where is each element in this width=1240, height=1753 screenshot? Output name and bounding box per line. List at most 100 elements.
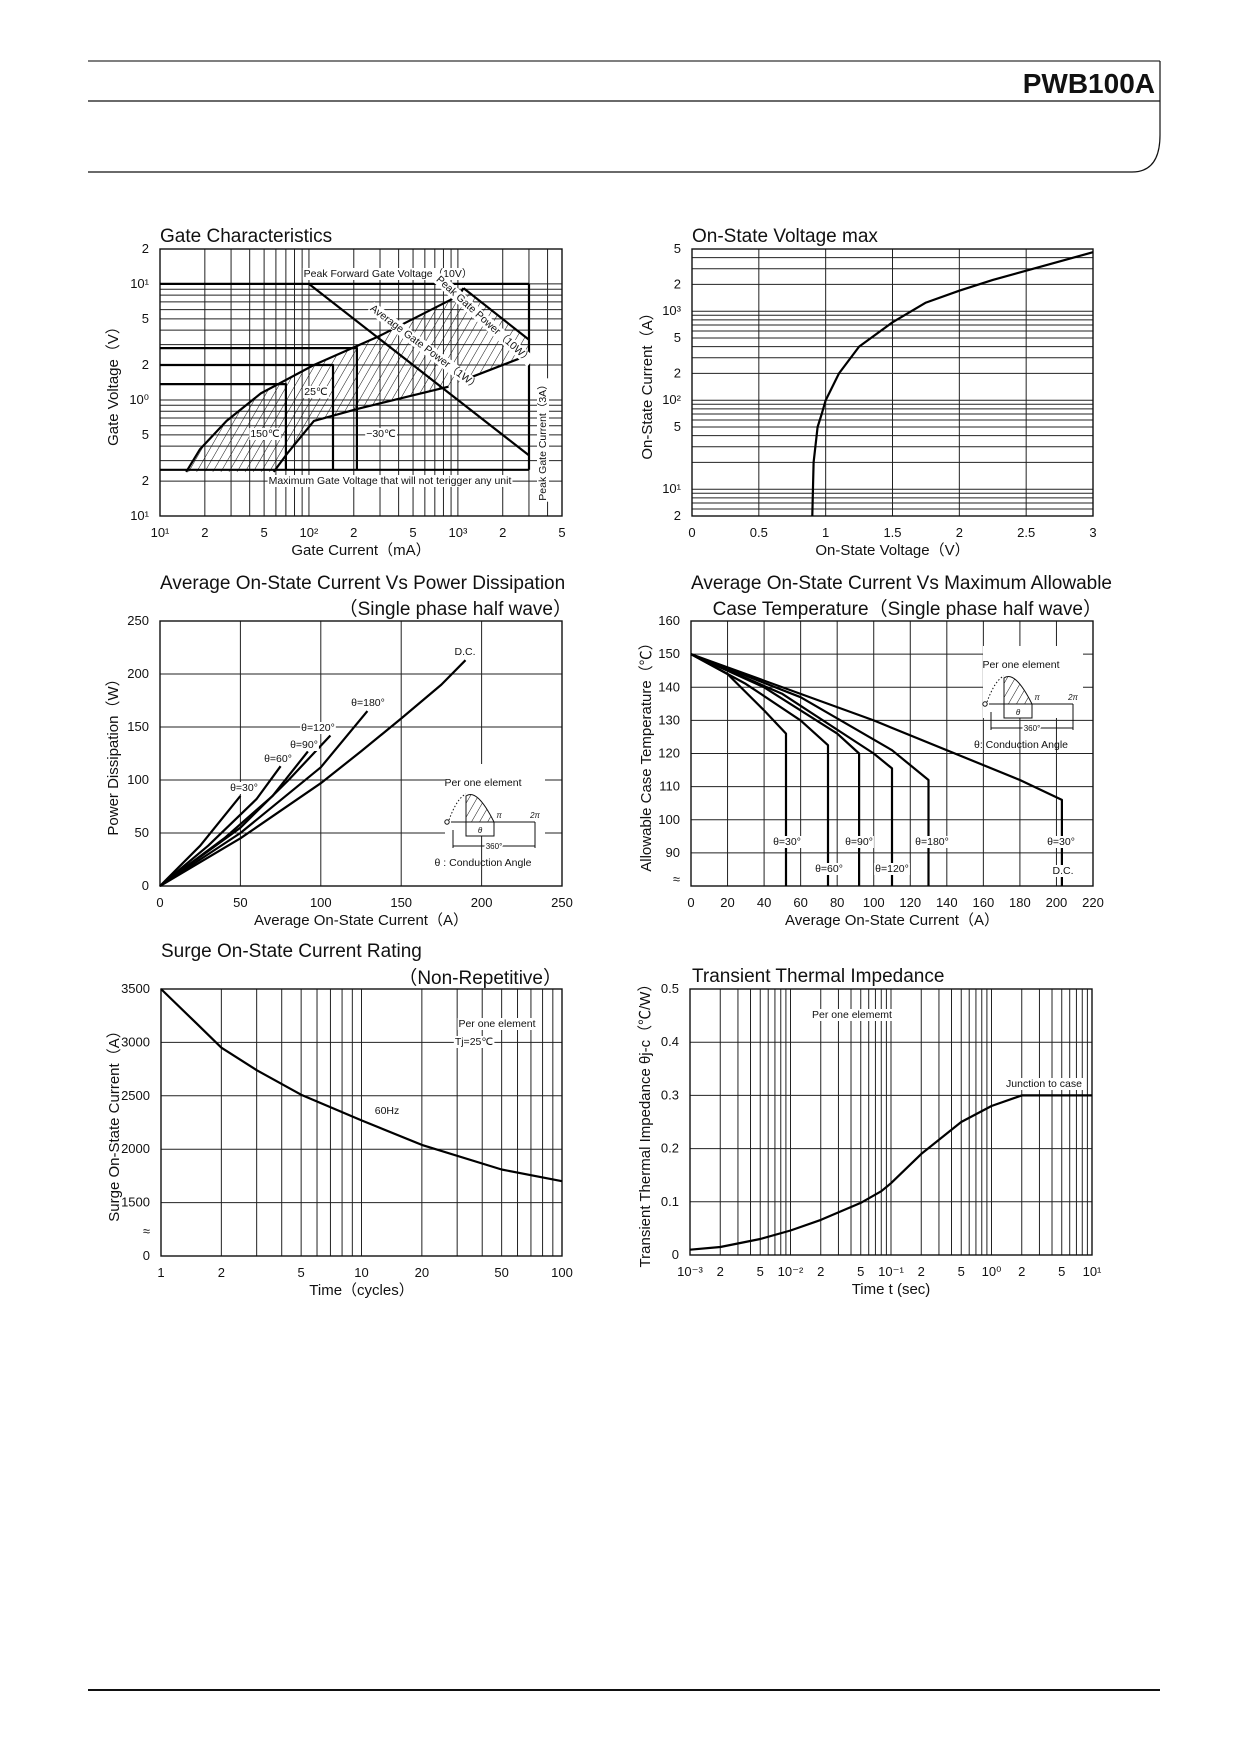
annotation-bg (453, 646, 477, 658)
y-tick-label: 2 (674, 365, 681, 380)
annotation-bg (1051, 865, 1075, 877)
y-tick-label: 0 (143, 1248, 150, 1263)
conduction-angle-label: θ: Conduction Angle (974, 739, 1068, 751)
series-minus-30c-limit (160, 347, 358, 470)
x-tick-label: 20 (415, 1265, 429, 1280)
annotation-bg (874, 863, 910, 875)
y-tick-label: 2 (142, 473, 149, 488)
y-tick-label: 0.5 (661, 981, 679, 996)
y-tick-label: 0.3 (661, 1087, 679, 1102)
annotation-label: 150℃ (250, 428, 280, 440)
y-tick-label: 140 (658, 679, 680, 694)
inset-title: Per one element (444, 777, 521, 789)
series-theta-180 (690, 653, 930, 886)
x-tick-label: 40 (757, 895, 771, 910)
plot-frame (689, 988, 1093, 1256)
annotation-label: θ=90° (290, 739, 318, 751)
x-tick-label: 0 (156, 895, 163, 910)
annotation-label: θ=120° (301, 722, 335, 734)
x-tick-label: 10⁻² (778, 1264, 804, 1279)
x-tick-label: 60 (793, 895, 807, 910)
y-tick-label: ≈ (143, 1223, 150, 1238)
y-tick-label: 2 (142, 357, 149, 372)
y-tick-label: 5 (142, 311, 149, 326)
y-axis-label: On-State Current（A） (639, 305, 656, 459)
annotation-bg (300, 722, 336, 734)
y-tick-label: 3000 (121, 1034, 150, 1049)
annotation-bg (267, 475, 513, 487)
pi-label: π (496, 811, 502, 820)
part-number: PWB100A (1023, 68, 1155, 99)
sine-dotted (448, 793, 467, 821)
annotation-label: 25℃ (304, 386, 328, 398)
series-peak-gate-power (462, 287, 530, 341)
theta-label: θ (478, 826, 483, 835)
annotation-label: θ=60° (264, 753, 292, 765)
series-dc (690, 653, 1064, 886)
annotation-bg (350, 697, 386, 709)
annotation-bg (457, 1018, 537, 1030)
x-tick-label: 100 (551, 1265, 573, 1280)
annotation-bg (249, 428, 281, 440)
annotation-label: θ=180° (915, 836, 949, 848)
annotation-bg (1046, 836, 1076, 848)
chart-5: Surge On-State Current Rating （Non-Repeti… (106, 941, 573, 1299)
annotation-bg (302, 268, 474, 280)
x-tick-label: 10 (354, 1265, 368, 1280)
y-tick-label: 3500 (121, 981, 150, 996)
y-tick-label: 2000 (121, 1141, 150, 1156)
x-tick-label: 3 (1089, 525, 1096, 540)
x-tick-label: 20 (720, 895, 734, 910)
chart-title: Gate Characteristics (160, 226, 332, 247)
y-tick-label: ≈ (673, 871, 680, 886)
annotation-label: D.C. (455, 646, 476, 658)
y-axis-label: Transient Thermal Impedance θj-c（℃/W） (637, 977, 654, 1268)
plot-frame (160, 988, 563, 1257)
y-axis-label: Allowable Case Temperature（℃） (638, 635, 655, 872)
x-tick-label: 5 (260, 525, 267, 540)
y-tick-label: 10³ (662, 303, 681, 318)
series-150c-limit (160, 383, 287, 470)
annotation-label: θ=30° (773, 836, 801, 848)
chart-title: On-State Voltage max (692, 226, 878, 247)
x-tick-label: 10⁻¹ (878, 1264, 904, 1279)
charts: Gate Characteristics 10¹ 2 5 10² 2 5 10³ 2 5 2 10¹ 5… (105, 226, 1112, 1299)
x-axis-label: Average On-State Current（A） (785, 912, 999, 929)
annotation-bg (814, 863, 844, 875)
x-axis-label: Time（cycles） (309, 1282, 413, 1299)
y-tick-label: 2 (142, 241, 149, 256)
y-axis-label: Power Dissipation（W） (105, 671, 122, 835)
annotation-label: Per one elememt (812, 1009, 892, 1021)
chart-1: Gate Characteristics 10¹ 2 5 10² 2 5 10³ 2 5 2 10¹ 5… (105, 226, 566, 559)
x-tick-label: 2 (218, 1265, 225, 1280)
annotation-bg (303, 386, 329, 398)
annotation-label: Peak Forward Gate Voltage（10V） (304, 268, 473, 280)
y-tick-label: 0.1 (661, 1194, 679, 1209)
y-tick-label: 50 (135, 825, 149, 840)
annotation-bg (811, 1009, 894, 1021)
series-theta-30 (159, 795, 242, 887)
x-axis-label: Time t (sec) (852, 1281, 931, 1298)
y-tick-label: 150 (127, 719, 149, 734)
y-tick-label: 90 (666, 845, 680, 860)
plot-frame (691, 248, 1094, 517)
x-tick-label: 160 (973, 895, 995, 910)
two-pi-label: 2π (1067, 693, 1078, 702)
y-tick-label: 2 (674, 508, 681, 523)
y-axis-label: Gate Voltage（V） (105, 319, 122, 446)
chart-4: Average On-State Current Vs Maximum Allo… (638, 573, 1112, 929)
y-tick-label: 10¹ (662, 481, 681, 496)
series-surge-60hz (160, 988, 563, 1183)
series-theta-60 (159, 765, 282, 887)
series-dc (159, 659, 467, 887)
x-tick-label: 0 (688, 525, 695, 540)
x-tick-label: 200 (471, 895, 493, 910)
period-label: 360° (1024, 724, 1041, 733)
y-tick-label: 0.4 (661, 1034, 679, 1049)
annotation-label: −30℃ (366, 428, 396, 440)
annotation-bg (365, 428, 398, 440)
x-tick-label: 2 (350, 525, 357, 540)
